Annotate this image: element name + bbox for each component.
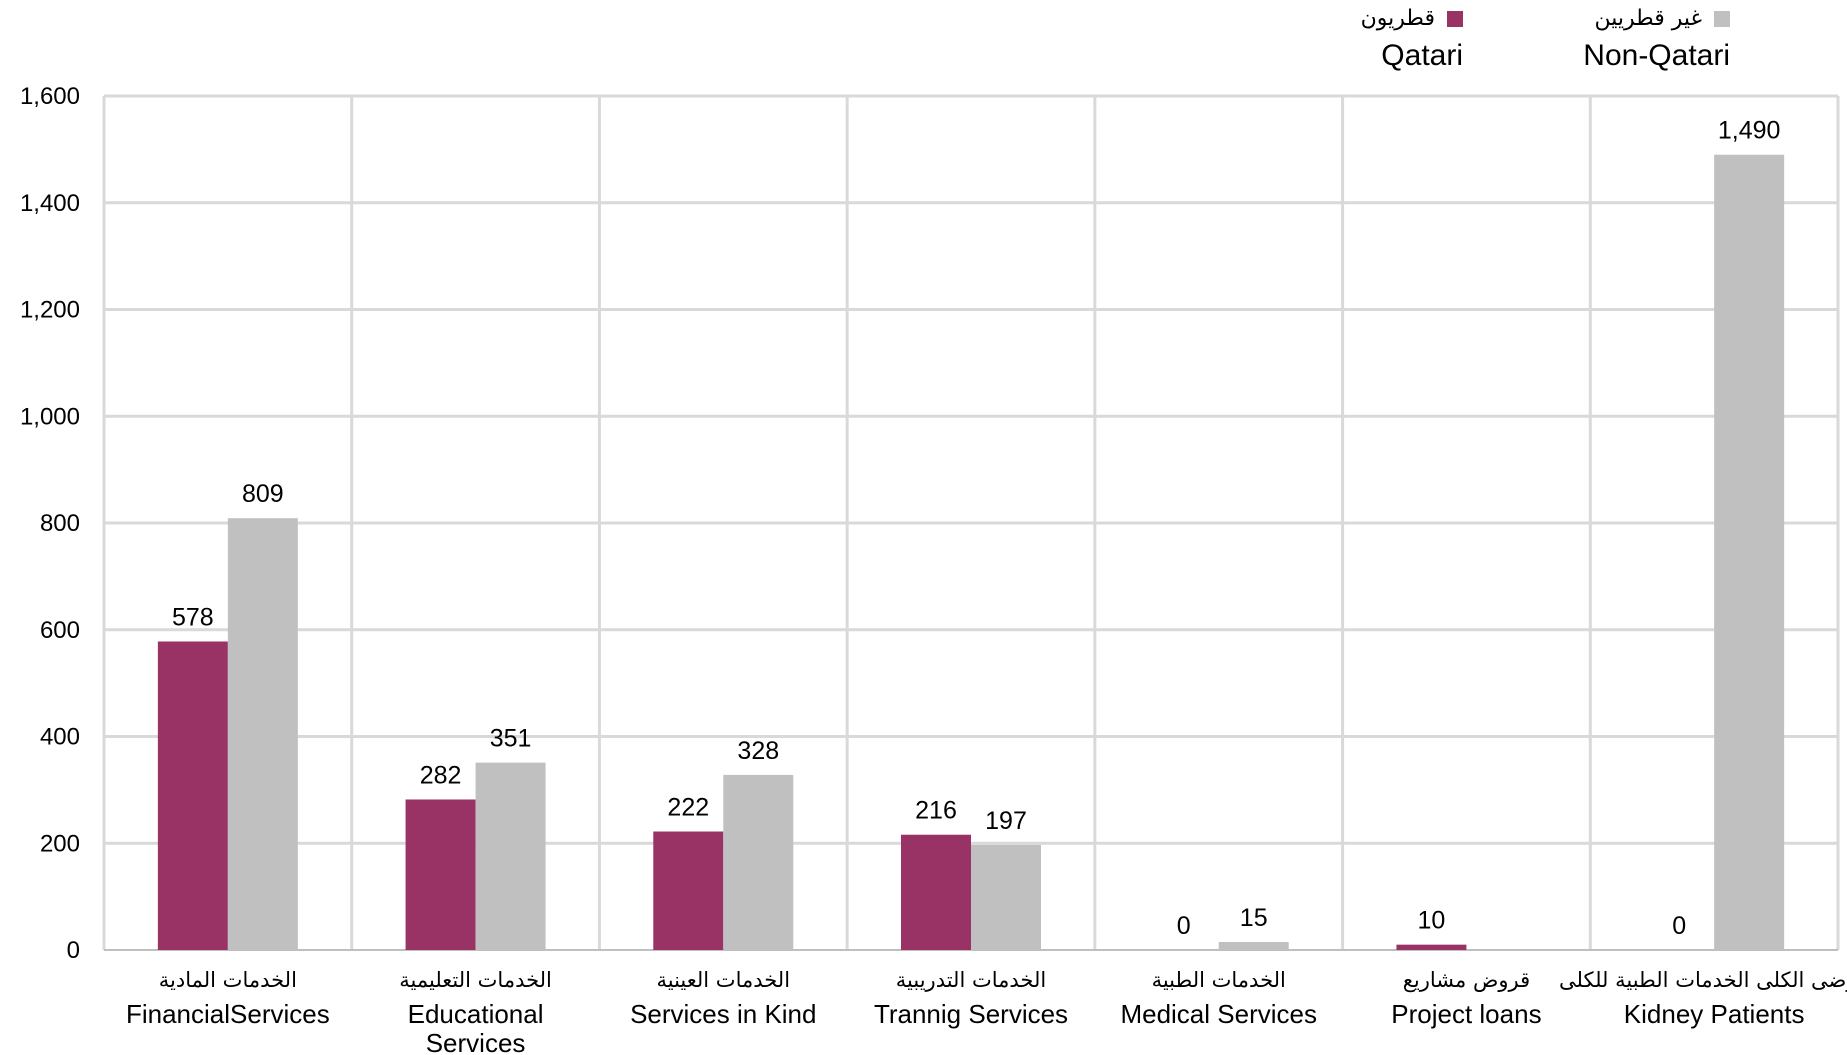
x-category-label-arabic: الخدمات المادية [159,968,297,992]
bar-non-qatari [1218,941,1289,950]
bar-non-qatari [723,774,794,950]
x-category-label: Services in Kind [630,999,816,1029]
x-category-label: Trannig Services [874,999,1068,1029]
bar-qatari [405,799,476,950]
data-label-qatari: 0 [1672,912,1686,940]
bar-non-qatari [227,518,298,950]
legend-label-qatari: Qatari [1381,39,1463,72]
y-tick-label: 1,000 [20,403,80,430]
bar-non-qatari [1714,154,1785,950]
data-label-qatari: 10 [1418,907,1446,935]
bar-qatari [901,834,971,950]
bar-qatari [157,641,228,950]
bar-non-qatari [475,762,546,950]
y-axis-ticks: 0 200 400 600 800 1,000 1,200 1,400 1,600 [20,83,80,964]
y-tick-label: 1,200 [20,297,80,324]
data-label-non-qatari: 15 [1240,904,1268,932]
legend-label-qatari-arabic: قطريون [1360,6,1435,31]
y-tick-label: 0 [67,937,80,964]
legend-swatch-nonqatari [1714,10,1730,27]
data-label-non-qatari: 351 [490,725,532,753]
x-category-label-arabic: الخدمات العينية [657,968,791,992]
data-label-qatari: 282 [420,761,462,789]
y-tick-label: 400 [40,724,80,751]
x-category-label: Services [426,1028,526,1055]
x-category-label-arabic: الخدمات الطبية [1152,968,1286,992]
x-category-label-arabic: الخدمات التعليمية [399,968,552,992]
legend-item-nonqatari: غير قطريين Non-Qatari [1545,6,1730,73]
bar-qatari [1396,944,1467,950]
data-label-non-qatari: 809 [242,480,284,508]
x-category-label-arabic: الخدمات التدريبية [896,968,1046,992]
data-label-non-qatari: 197 [985,807,1027,835]
x-category-label-arabic: قروض مشاريع [1403,968,1530,992]
data-label-qatari: 222 [667,794,709,822]
bar-qatari [653,831,724,950]
x-category-label: FinancialServices [126,999,330,1029]
legend-label-nonqatari: Non-Qatari [1583,39,1730,72]
y-tick-label: 200 [40,830,80,857]
bars [157,154,1785,950]
legend-item-qatari: قطريون Qatari [1328,6,1463,73]
y-tick-label: 800 [40,510,80,537]
data-label-qatari: 216 [915,797,957,825]
data-label-qatari: 578 [172,603,214,631]
x-category-label: Kidney Patients [1624,999,1805,1029]
legend-label-nonqatari-arabic: غير قطريين [1594,6,1703,31]
x-category-label: Medical Services [1120,999,1317,1029]
data-labels: 578 809 282 351 222 328 216 197 0 15 10 0 1,490 [172,117,1780,940]
y-tick-label: 1,600 [20,83,80,110]
x-category-label: Project loans [1391,999,1541,1029]
x-category-label: Educational [408,999,544,1029]
gridlines [102,94,1840,950]
y-tick-label: 600 [40,617,80,644]
x-category-label-arabic: مرضى الكلى الخدمات الطبية للكلى [1559,968,1847,992]
data-label-non-qatari: 328 [737,737,779,765]
y-tick-label: 1,400 [20,190,80,217]
legend-swatch-qatari [1447,10,1463,27]
data-label-qatari: 0 [1177,912,1191,940]
data-label-non-qatari: 1,490 [1718,117,1781,145]
x-axis-categories: الخدمات المادية FinancialServices الخدمات … [126,968,1847,1055]
bar-non-qatari [971,844,1041,950]
